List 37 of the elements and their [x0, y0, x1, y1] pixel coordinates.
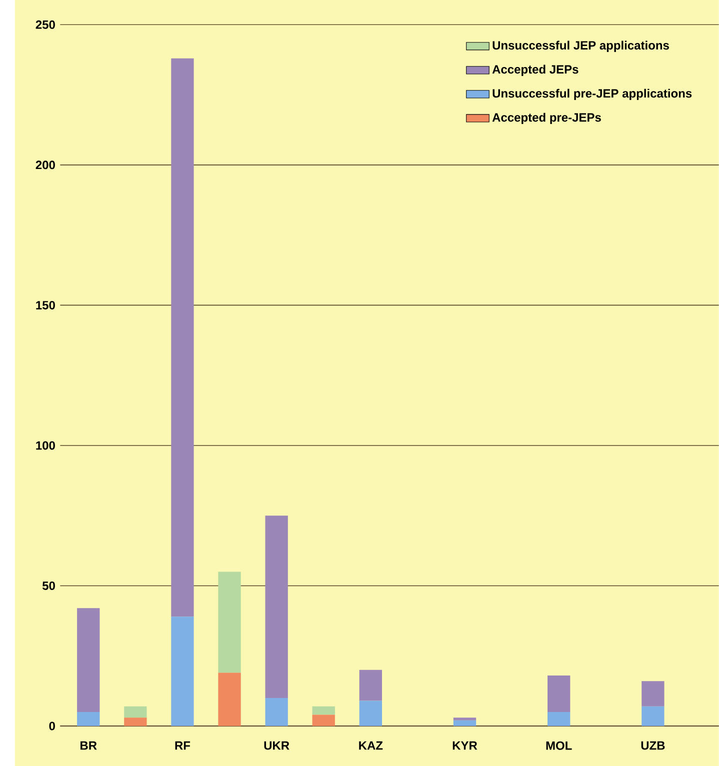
y-tick-label: 200	[36, 160, 55, 170]
bar	[76, 712, 100, 726]
bar	[359, 670, 382, 701]
y-tick-label: 150	[36, 300, 55, 310]
x-tick-label: KAZ	[358, 741, 382, 750]
bar	[218, 672, 241, 726]
legend-label: Unsuccessful JEP applications	[492, 40, 669, 52]
bar	[170, 58, 194, 617]
bar	[547, 675, 570, 712]
x-tick-label: BR	[80, 741, 97, 750]
bar	[641, 706, 664, 726]
bar	[170, 616, 194, 726]
bar	[312, 714, 335, 726]
y-tick-label: 100	[36, 441, 55, 450]
x-tick-label: KYR	[452, 741, 478, 750]
bar	[124, 718, 147, 726]
legend-label: Accepted pre-JEPs	[492, 112, 601, 124]
bar	[547, 712, 570, 726]
bar	[218, 572, 241, 673]
x-tick-label: UZB	[641, 741, 665, 750]
y-tick-label: 50	[42, 581, 55, 590]
bar	[265, 516, 288, 698]
bar	[312, 706, 335, 715]
x-tick-label: MOL	[546, 741, 572, 750]
bar	[641, 681, 664, 706]
y-tick-label: 0	[49, 722, 55, 730]
y-tick-label: 250	[36, 20, 55, 29]
bar	[76, 608, 100, 712]
legend-label: Unsuccessful pre-JEP applications	[492, 88, 692, 100]
bar	[453, 718, 476, 720]
bar	[265, 698, 288, 726]
bar	[453, 720, 476, 726]
bar	[359, 700, 382, 726]
bar	[124, 706, 147, 718]
x-tick-label: RF	[175, 741, 190, 750]
legend-label: Accepted JEPs	[492, 64, 578, 76]
x-tick-label: UKR	[264, 741, 290, 750]
